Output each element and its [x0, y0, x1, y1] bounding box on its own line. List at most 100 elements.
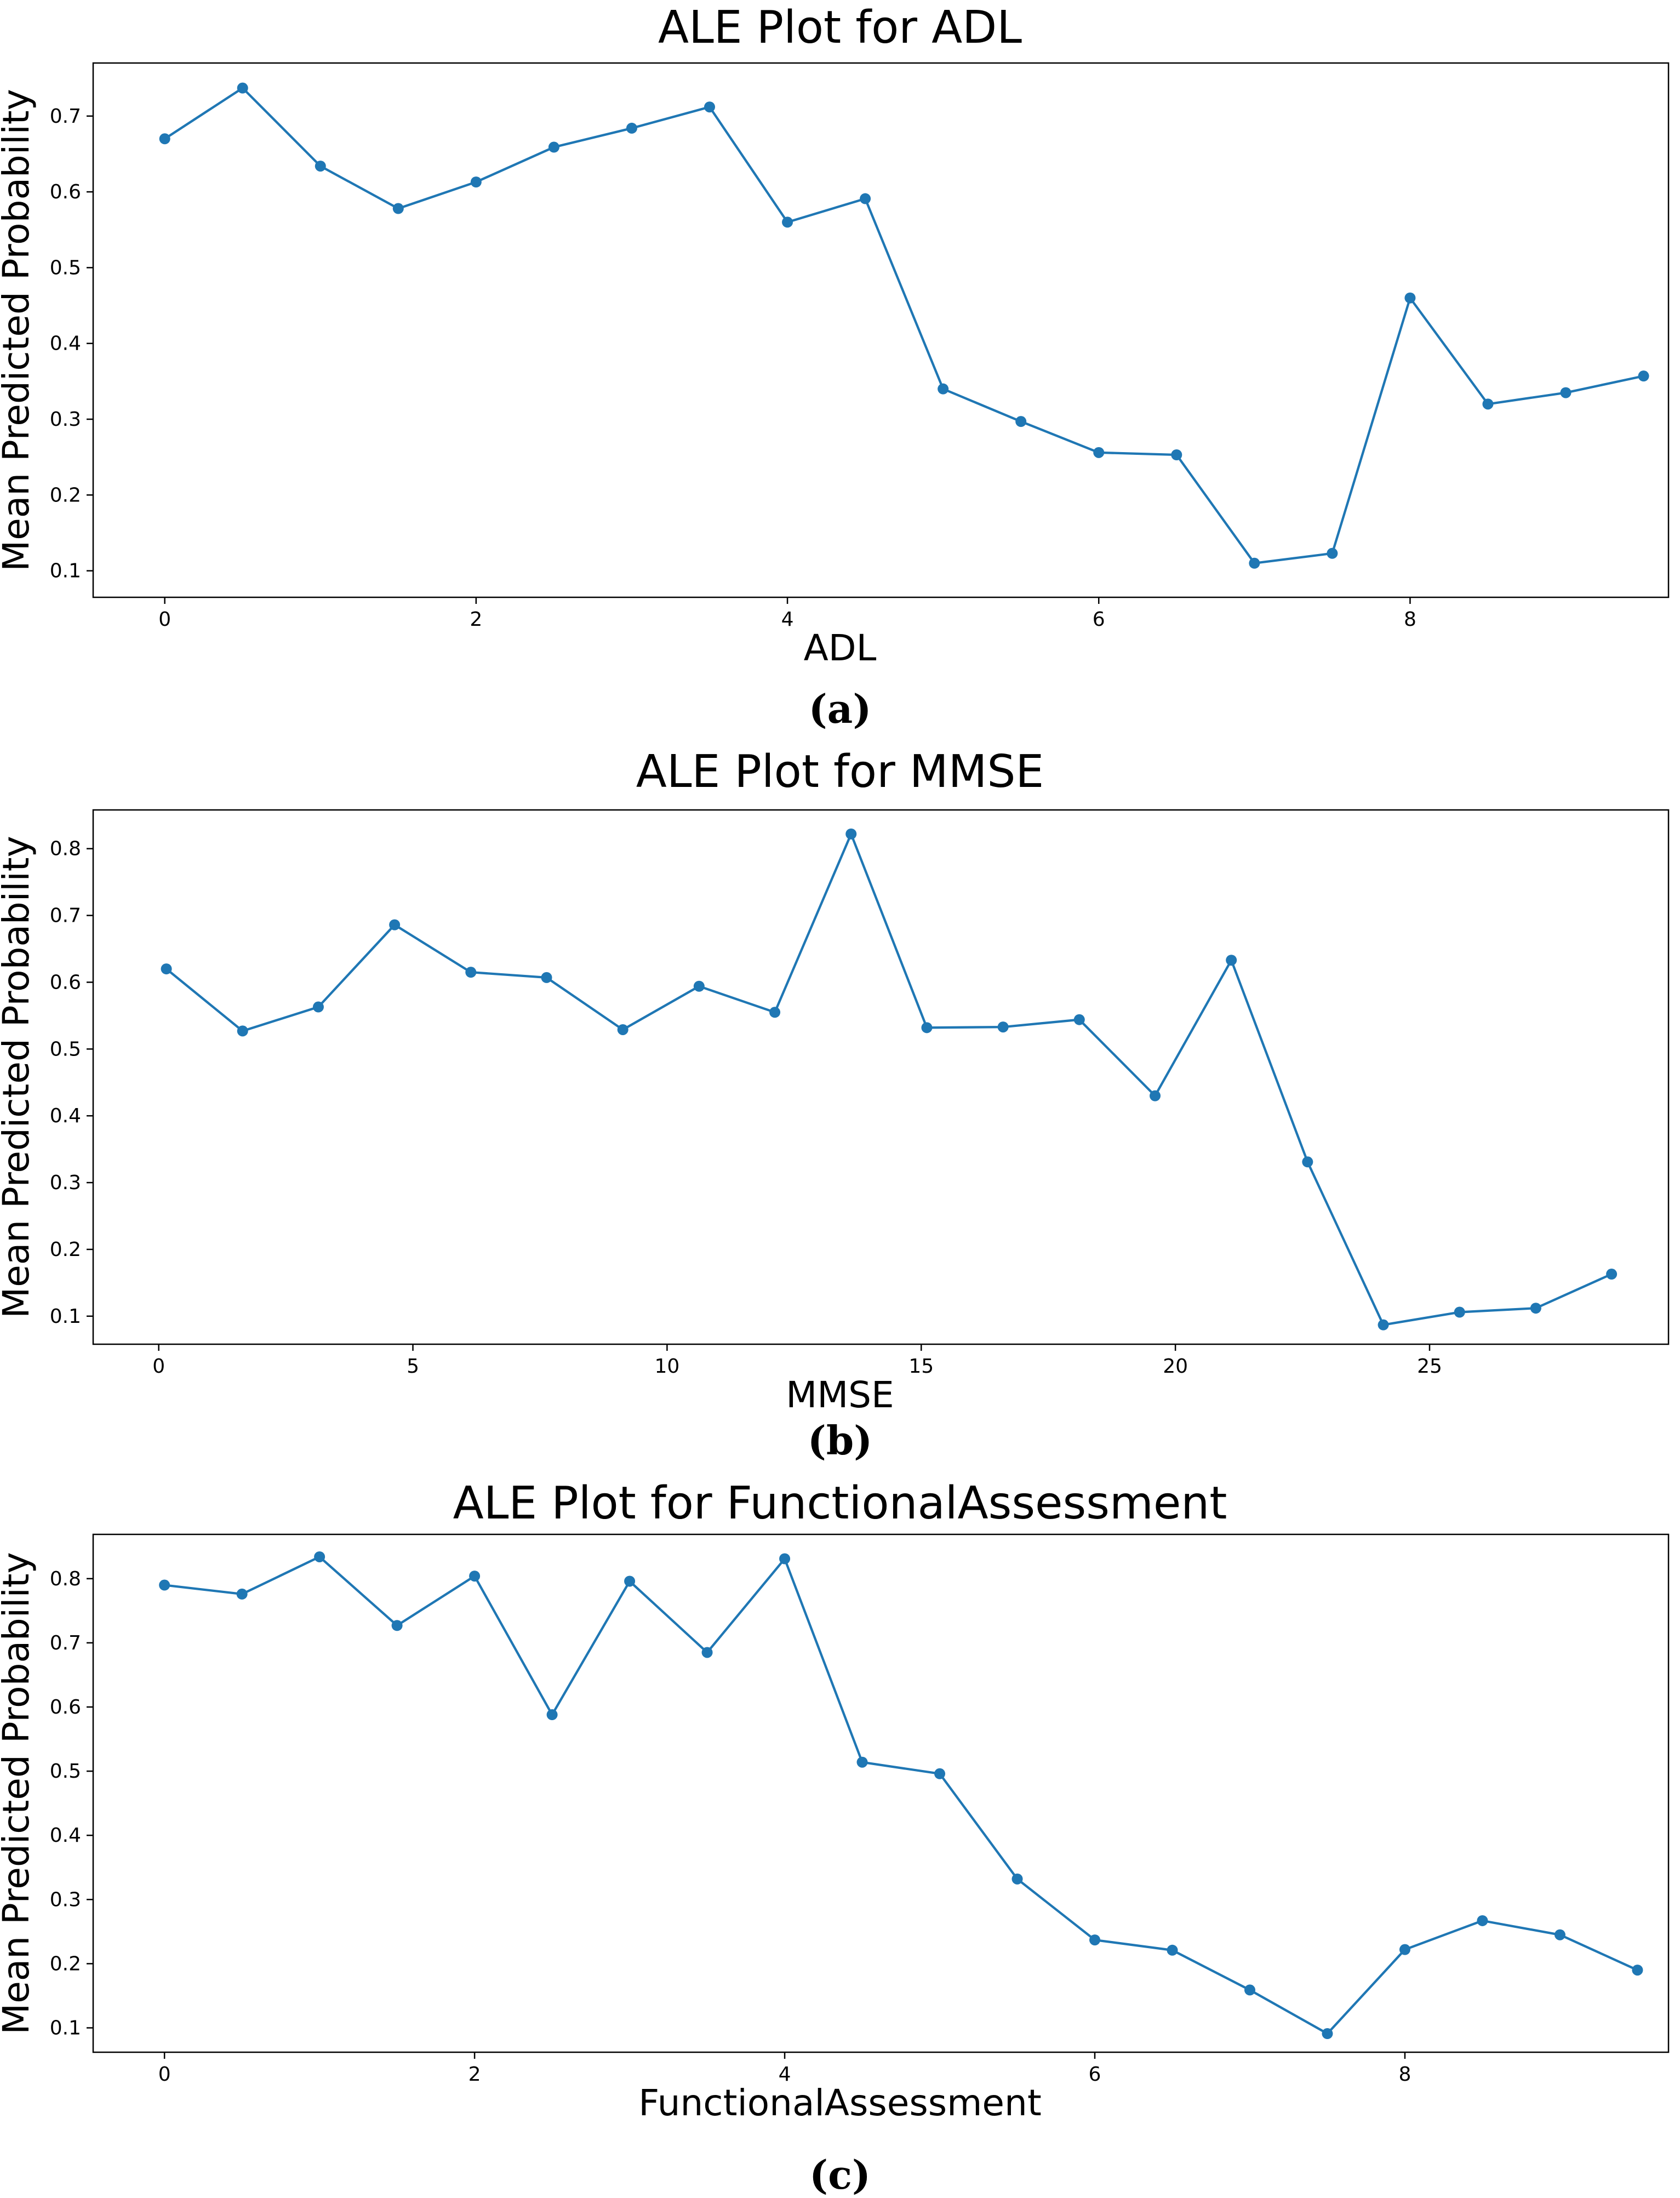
data-point-marker: [1322, 2028, 1333, 2040]
data-point-marker: [1249, 557, 1260, 569]
data-point-marker: [860, 193, 871, 204]
plot-border: [92, 1533, 1670, 2053]
y-tick-label: 0.6: [50, 181, 81, 203]
data-point-marker: [693, 980, 705, 992]
data-point-marker: [236, 1588, 248, 1600]
data-point-marker: [779, 1553, 791, 1565]
data-point-marker: [469, 1571, 481, 1582]
plot-border: [92, 62, 1670, 598]
x-tick-label: 2: [468, 2063, 481, 2084]
y-tick-label: 0.6: [50, 971, 81, 994]
data-point-marker: [1150, 1090, 1161, 1101]
y-tick-label: 0.3: [50, 408, 81, 431]
y-tick-label: 0.7: [50, 1632, 81, 1654]
data-point-marker: [1632, 1965, 1643, 1976]
y-tick-label: 0.2: [50, 1238, 81, 1261]
data-point-marker: [1477, 1915, 1488, 1926]
data-point-marker: [1482, 398, 1494, 410]
data-point-marker: [617, 1024, 628, 1035]
x-tick-label: 15: [908, 1355, 934, 1376]
data-point-marker: [1554, 1929, 1565, 1940]
subfigure-caption-c: (c): [809, 2151, 871, 2198]
chart-title-mmse: ALE Plot for MMSE: [636, 746, 1044, 798]
data-point-marker: [1093, 447, 1105, 458]
ale-plot-functional-assessment-figure: ALE Plot for FunctionalAssessment 0.1 0.2…: [0, 1458, 1680, 2195]
y-tick-label: 0.4: [50, 333, 81, 355]
data-point-marker: [237, 1025, 248, 1037]
y-tick-label: 0.8: [50, 1568, 81, 1590]
data-point-marker: [1606, 1269, 1618, 1280]
functional-assessment-plot-canvas: 0.1 0.2 0.3 0.4 0.5 0.6 0.7 0.8 0 2 4 6 8 Mean Predic…: [0, 1533, 1670, 2084]
y-axis-label: Mean Predicted Probability: [0, 836, 37, 1318]
y-tick-label: 0.1: [50, 560, 81, 583]
y-tick-label: 0.3: [50, 1172, 81, 1194]
data-point-marker: [1226, 955, 1237, 966]
data-point-marker: [159, 133, 170, 145]
data-point-marker: [389, 919, 401, 930]
y-tick-label: 0.5: [50, 1038, 81, 1060]
y-tick-label: 0.5: [50, 256, 81, 279]
data-point-marker: [1454, 1306, 1465, 1318]
data-point-marker: [921, 1022, 933, 1034]
data-point-marker: [704, 101, 715, 113]
x-tick-label: 25: [1417, 1355, 1442, 1376]
y-axis-label: Mean Predicted Probability: [0, 89, 37, 572]
x-tick-label: 8: [1398, 2063, 1411, 2084]
data-point-marker: [845, 828, 857, 840]
y-tick-label: 0.3: [50, 1888, 81, 1911]
data-point-marker: [997, 1021, 1009, 1033]
y-tick-label: 0.1: [50, 2017, 81, 2040]
data-point-marker: [237, 82, 248, 94]
ale-data-line: [164, 87, 1644, 564]
data-point-marker: [1404, 292, 1416, 304]
x-tick-label: 0: [152, 1355, 165, 1376]
x-tick-label: 4: [781, 608, 794, 629]
data-point-marker: [1302, 1156, 1313, 1168]
x-tick-label: 20: [1163, 1355, 1188, 1376]
y-axis-label: Mean Predicted Probability: [0, 1552, 37, 2035]
data-point-marker: [938, 383, 949, 395]
data-point-marker: [1171, 449, 1182, 460]
x-tick-label: 6: [1089, 2063, 1101, 2084]
data-point-marker: [1399, 1944, 1410, 1955]
data-point-marker: [312, 1001, 324, 1013]
data-point-marker: [465, 967, 477, 978]
subfigure-caption-a: (a): [808, 686, 872, 732]
y-tick-label: 0.7: [50, 105, 81, 128]
data-point-marker: [1244, 1984, 1255, 1996]
data-point-marker: [1089, 1934, 1101, 1946]
data-point-marker: [548, 141, 559, 153]
data-point-marker: [701, 1647, 713, 1658]
data-point-marker: [161, 963, 172, 975]
x-tick-label: 0: [158, 2063, 171, 2084]
x-axis-label-mmse: MMSE: [786, 1374, 894, 1416]
ale-data-line: [165, 832, 1612, 1326]
data-point-marker: [391, 1620, 403, 1631]
plot-border: [92, 809, 1670, 1345]
data-point-marker: [624, 1575, 636, 1587]
ale-plot-adl-figure: ALE Plot for ADL 0.1 0.2 0.3 0.4 0.5 0.6 0.7 0 2…: [0, 0, 1680, 729]
data-point-marker: [782, 216, 793, 228]
data-point-marker: [1012, 1873, 1023, 1885]
x-tick-label: 6: [1093, 608, 1105, 629]
y-tick-label: 0.6: [50, 1696, 81, 1719]
data-point-marker: [934, 1768, 946, 1779]
data-point-marker: [1638, 370, 1649, 382]
adl-plot-canvas: 0.1 0.2 0.3 0.4 0.5 0.6 0.7 0 2 4 6 8 Mean Predicted…: [0, 62, 1670, 629]
x-axis-label-functional-assessment: FunctionalAssessment: [638, 2082, 1042, 2124]
y-tick-label: 0.5: [50, 1760, 81, 1783]
ale-plot-mmse-figure: ALE Plot for MMSE 0.1 0.2 0.3 0.4 0.5 0.6 0.7 0…: [0, 729, 1680, 1460]
x-tick-label: 8: [1404, 608, 1416, 629]
y-tick-label: 0.7: [50, 905, 81, 927]
data-point-marker: [315, 161, 326, 172]
y-tick-label: 0.2: [50, 1952, 81, 1975]
data-point-marker: [1073, 1014, 1085, 1025]
ale-data-line: [164, 1555, 1638, 2035]
data-point-marker: [159, 1579, 170, 1591]
data-point-marker: [541, 972, 552, 983]
y-tick-label: 0.2: [50, 484, 81, 506]
y-tick-label: 0.4: [50, 1824, 81, 1847]
x-tick-label: 0: [158, 608, 171, 629]
x-tick-label: 2: [470, 608, 482, 629]
x-tick-label: 5: [407, 1355, 419, 1376]
